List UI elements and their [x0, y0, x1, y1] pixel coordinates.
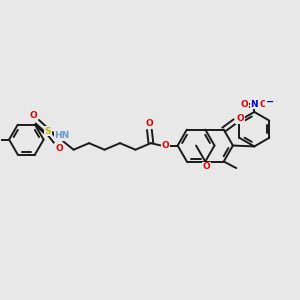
Text: N: N [250, 100, 258, 109]
Text: O: O [241, 100, 249, 109]
Text: O: O [260, 100, 267, 109]
Text: S: S [44, 127, 51, 136]
Text: O: O [236, 114, 244, 123]
Text: O: O [55, 144, 63, 153]
Text: O: O [161, 141, 169, 150]
Text: −: − [266, 97, 274, 107]
Text: HN: HN [54, 131, 70, 140]
Text: O: O [203, 162, 211, 171]
Text: O: O [30, 111, 38, 120]
Text: O: O [146, 119, 153, 128]
